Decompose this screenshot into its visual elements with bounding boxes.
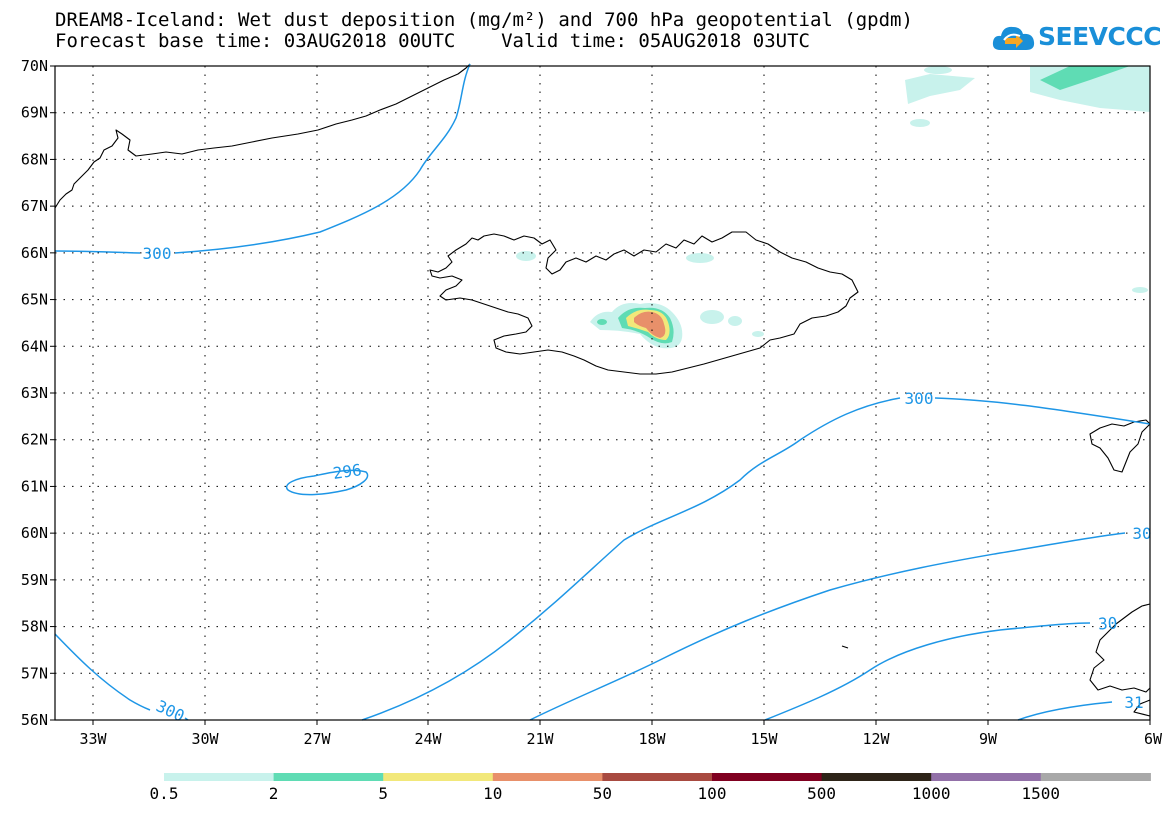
colorbar-swatch: [273, 773, 384, 781]
lat-label: 70N: [21, 57, 48, 75]
latitude-labels: 70N 69N 68N 67N 66N 65N 64N 63N 62N 61N 60N 59N 58N 5…: [21, 57, 48, 729]
lat-label: 56N: [21, 711, 48, 729]
lon-label: 27W: [303, 730, 331, 748]
lon-label: 6W: [1144, 730, 1163, 748]
lat-label: 67N: [21, 197, 48, 215]
lat-label: 62N: [21, 431, 48, 449]
lat-label: 65N: [21, 291, 48, 309]
lon-label: 30W: [191, 730, 219, 748]
colorbar-swatch: [821, 773, 932, 781]
colorbar-label: 50: [592, 784, 613, 803]
colorbar-swatch: [1040, 773, 1151, 781]
lat-label: 66N: [21, 244, 48, 262]
colorbar-swatch: [492, 773, 603, 781]
contour-label: 296: [332, 460, 363, 483]
longitude-labels: 33W 30W 27W 24W 21W 18W 15W 12W 9W 6W: [79, 730, 1163, 748]
colorbar-label: 2: [268, 784, 279, 803]
colorbar-swatch: [712, 773, 823, 781]
lon-label: 18W: [638, 730, 666, 748]
lat-label: 58N: [21, 618, 48, 636]
lat-label: 60N: [21, 524, 48, 542]
colorbar-label: 10: [483, 784, 503, 803]
colorbar-label: 100: [697, 784, 727, 803]
colorbar-label: 0.5: [149, 784, 179, 803]
graticule: [55, 66, 1150, 720]
axis-ticks: [50, 65, 1151, 725]
colorbar-label: 500: [807, 784, 837, 803]
contour-label: 300: [905, 389, 934, 408]
colorbar-swatch: [383, 773, 494, 781]
lat-label: 69N: [21, 104, 48, 122]
lon-label: 24W: [414, 730, 442, 748]
map-title: DREAM8-Iceland: Wet dust deposition (mg/…: [55, 9, 913, 31]
lon-label: 33W: [79, 730, 107, 748]
seevccc-logo: SEEVCCC: [990, 18, 1162, 58]
colorbar-swatch: [164, 773, 275, 781]
lon-label: 9W: [979, 730, 998, 748]
lon-label: 21W: [526, 730, 554, 748]
contour-label: 300: [153, 696, 187, 725]
lat-label: 63N: [21, 384, 48, 402]
map-frame: [54, 65, 1151, 721]
cloud-icon: [992, 26, 1035, 50]
logo-text: SEEVCCC: [1038, 22, 1162, 51]
dust-deposition-field: [516, 66, 1150, 349]
colorbar: [164, 773, 1151, 781]
contour-label: 30: [1132, 524, 1151, 543]
lat-label: 59N: [21, 571, 48, 589]
contour-label: 300: [143, 244, 172, 263]
lon-label: 15W: [750, 730, 778, 748]
colorbar-label: 1000: [911, 784, 951, 803]
lat-label: 57N: [21, 664, 48, 682]
coastlines: [54, 63, 1151, 717]
lat-label: 64N: [21, 337, 48, 355]
geopotential-contours: [54, 63, 1151, 721]
lon-label: 12W: [862, 730, 890, 748]
contour-label: 31: [1124, 693, 1143, 712]
colorbar-swatch: [602, 773, 713, 781]
colorbar-swatch: [931, 773, 1042, 781]
lat-label: 68N: [21, 150, 48, 168]
lat-label: 61N: [21, 477, 48, 495]
colorbar-label: 1500: [1021, 784, 1061, 803]
map-subtitle: Forecast base time: 03AUG2018 00UTC Vali…: [55, 30, 810, 52]
contour-label: 30: [1098, 614, 1118, 634]
colorbar-label: 5: [378, 784, 389, 803]
